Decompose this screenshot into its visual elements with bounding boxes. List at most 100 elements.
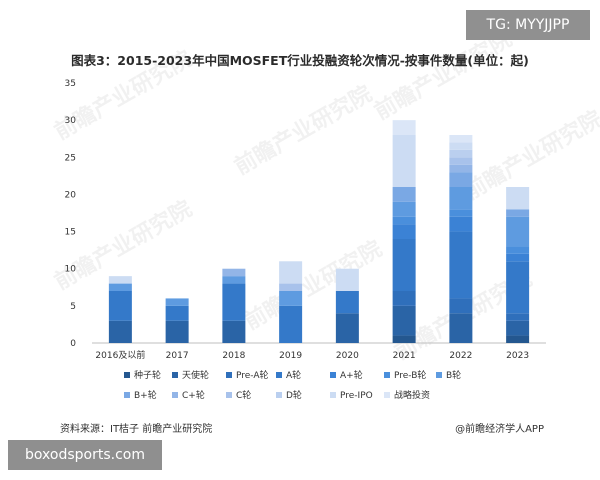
bar-segment xyxy=(335,291,359,314)
bar-segment xyxy=(449,164,473,173)
legend-swatch xyxy=(172,392,178,398)
y-tick-label: 10 xyxy=(65,265,77,275)
bar-segment xyxy=(449,298,473,314)
bar-segment xyxy=(449,187,473,210)
y-tick-label: 30 xyxy=(65,116,77,126)
y-tick-label: 25 xyxy=(65,153,76,163)
bar-segment xyxy=(222,283,246,321)
legend-label: C+轮 xyxy=(182,389,205,401)
bar-segment xyxy=(108,320,132,343)
legend-label: B+轮 xyxy=(134,389,157,401)
x-tick-label: 2018 xyxy=(222,351,245,361)
bar-segment xyxy=(449,135,473,143)
y-tick-label: 0 xyxy=(70,339,76,349)
site-watermark-badge: boxodsports.com xyxy=(8,440,162,470)
x-tick-label: 2017 xyxy=(166,351,189,361)
legend-swatch xyxy=(330,392,336,398)
bar-segment xyxy=(392,201,416,217)
bar-segment xyxy=(108,283,132,291)
legend-swatch xyxy=(226,372,232,378)
bar-segment xyxy=(279,291,303,306)
legend-swatch xyxy=(384,372,390,378)
watermark-text: 前瞻产业研究院 xyxy=(230,81,376,181)
bar-segment xyxy=(392,239,416,291)
bar-segment xyxy=(392,291,416,306)
bar-segment xyxy=(392,305,416,336)
x-tick-label: 2023 xyxy=(506,351,529,361)
y-tick-label: 15 xyxy=(65,228,76,238)
bar-segment xyxy=(108,276,132,284)
bar-segment xyxy=(392,135,416,187)
bar-segment xyxy=(506,261,530,314)
y-tick-label: 20 xyxy=(65,190,77,200)
bar-segment xyxy=(506,209,530,217)
legend-label: A轮 xyxy=(286,369,301,381)
x-tick-label: 2022 xyxy=(449,351,472,361)
bar-segment xyxy=(392,187,416,202)
bar-segment xyxy=(449,149,473,158)
bar-segment xyxy=(392,120,416,135)
bar-segment xyxy=(335,268,359,291)
bar-segment xyxy=(506,253,530,262)
legend-swatch xyxy=(384,392,390,398)
bar-segment xyxy=(506,187,530,210)
legend-label: A+轮 xyxy=(340,369,363,381)
legend-label: D轮 xyxy=(286,389,302,401)
bar-segment xyxy=(279,261,303,284)
legend-label: Pre-A轮 xyxy=(236,369,269,381)
y-tick-label: 5 xyxy=(70,302,76,312)
legend-label: 天使轮 xyxy=(182,369,209,381)
y-tick-label: 35 xyxy=(65,79,76,89)
bar-segment xyxy=(449,313,473,343)
x-tick-label: 2016及以前 xyxy=(95,349,145,361)
legend-label: Pre-B轮 xyxy=(394,369,426,381)
watermark-text: 前瞻产业研究院 xyxy=(240,236,386,336)
legend-swatch xyxy=(226,392,232,398)
bar-segment xyxy=(392,216,416,225)
legend-label: 种子轮 xyxy=(134,369,161,381)
x-tick-label: 2021 xyxy=(393,351,416,361)
legend-swatch xyxy=(276,372,282,378)
legend-label: B轮 xyxy=(446,369,461,381)
legend-label: 战略投资 xyxy=(394,389,430,401)
bar-segment xyxy=(279,305,303,343)
bar-segment xyxy=(449,157,473,165)
legend-label: Pre-IPO xyxy=(340,391,373,401)
watermark-text: 前瞻产业研究院 xyxy=(370,26,516,126)
legend-swatch xyxy=(124,372,130,378)
bar-segment xyxy=(335,313,359,343)
chart-title: 图表3：2015-2023年中国MOSFET行业投融资轮次情况-按事件数量(单位… xyxy=(71,53,529,68)
x-tick-label: 2020 xyxy=(336,351,359,361)
legend-label: C轮 xyxy=(236,389,251,401)
bar-segment xyxy=(506,335,530,343)
legend-swatch xyxy=(436,372,442,378)
x-tick-label: 2019 xyxy=(279,351,302,361)
telegram-watermark-badge: TG: MYYJJPP xyxy=(466,10,590,40)
bar-segment xyxy=(165,320,189,343)
legend-swatch xyxy=(124,392,130,398)
bar-segment xyxy=(392,335,416,343)
bar-segment xyxy=(449,172,473,187)
bar-segment xyxy=(449,209,473,217)
bar-segment xyxy=(449,216,473,232)
bar-segment xyxy=(222,268,246,277)
watermark-text: 前瞻产业研究院 xyxy=(460,106,600,206)
legend-swatch xyxy=(276,392,282,398)
bar-segment xyxy=(506,313,530,321)
bar-segment xyxy=(165,305,189,321)
bar-segment xyxy=(449,231,473,299)
legend-swatch xyxy=(172,372,178,378)
app-credit: @前瞻经济学人APP xyxy=(455,424,544,435)
source-note: 资料来源：IT桔子 前瞻产业研究院 xyxy=(60,424,213,435)
bar-segment xyxy=(279,283,303,291)
bar-segment xyxy=(222,276,246,284)
bar-segment xyxy=(165,298,189,306)
bar-segment xyxy=(222,320,246,343)
bar-segment xyxy=(506,216,530,247)
bar-segment xyxy=(506,320,530,336)
bar-segment xyxy=(506,246,530,254)
bar-segment xyxy=(449,142,473,150)
bar-segment xyxy=(392,224,416,239)
legend-swatch xyxy=(330,372,336,378)
